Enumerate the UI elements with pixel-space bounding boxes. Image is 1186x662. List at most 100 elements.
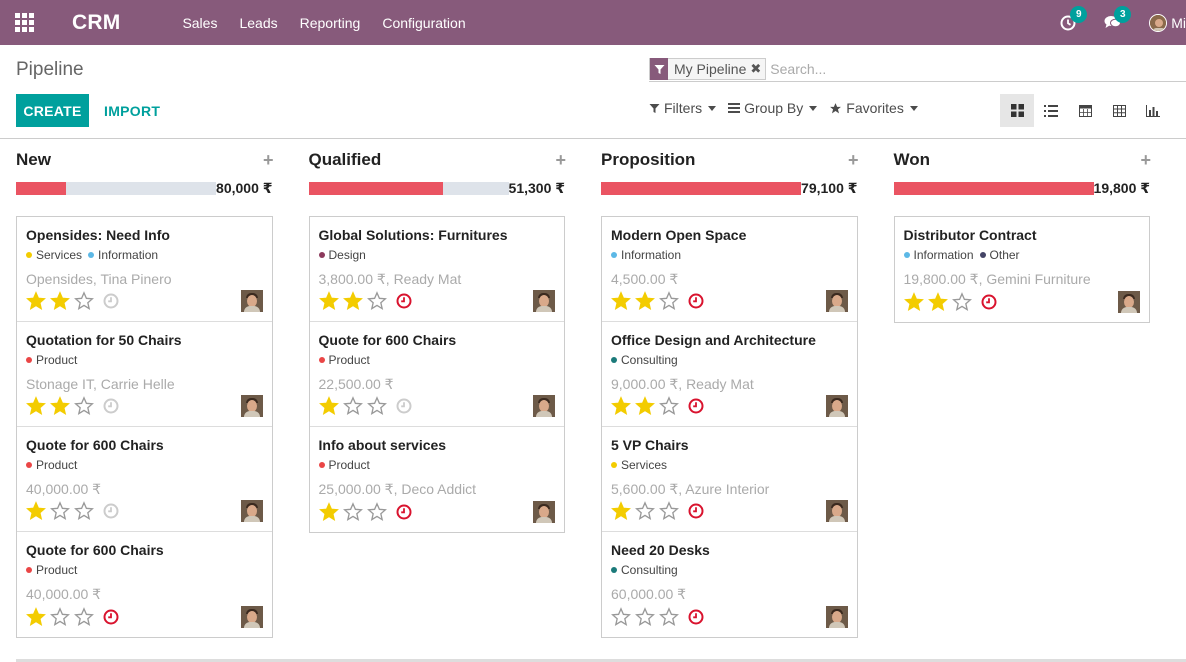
user-menu[interactable]: Mi [1149, 13, 1186, 32]
activity-overdue-clock-icon[interactable] [396, 504, 412, 520]
star-empty-icon[interactable] [366, 291, 387, 311]
kanban-card[interactable]: Quote for 600 Chairs Product 40,000.00 ₹ [17, 427, 272, 532]
star-filled-icon[interactable] [26, 501, 46, 521]
salesperson-avatar[interactable] [825, 500, 848, 522]
salesperson-avatar[interactable] [240, 395, 263, 417]
kanban-card[interactable]: Opensides: Need Info Services Information O… [17, 217, 272, 322]
salesperson-avatar[interactable] [240, 290, 263, 312]
menu-item-reporting[interactable]: Reporting [299, 14, 361, 31]
quick-create-plus-icon[interactable]: + [847, 149, 859, 170]
kanban-view-button[interactable] [1000, 94, 1034, 127]
calendar-view-button[interactable] [1068, 94, 1102, 127]
activity-overdue-clock-icon[interactable] [688, 609, 704, 625]
star-empty-icon[interactable] [74, 396, 94, 416]
star-empty-icon[interactable] [635, 607, 655, 627]
star-empty-icon[interactable] [342, 396, 363, 416]
column-title[interactable]: Won [893, 150, 931, 169]
kanban-card[interactable]: Quotation for 50 Chairs Product Stonage IT… [17, 322, 272, 427]
star-filled-icon[interactable] [611, 291, 631, 311]
star-empty-icon[interactable] [74, 607, 94, 627]
salesperson-avatar[interactable] [240, 500, 263, 522]
activity-overdue-clock-icon[interactable] [688, 503, 704, 519]
quick-create-plus-icon[interactable]: + [1140, 149, 1151, 170]
search-input[interactable] [770, 61, 1071, 77]
star-filled-icon[interactable] [342, 291, 363, 311]
star-filled-icon[interactable] [635, 396, 655, 416]
star-filled-icon[interactable] [318, 502, 339, 522]
kanban-card[interactable]: Need 20 Desks Consulting 60,000.00 ₹ [602, 532, 857, 637]
horizontal-scrollbar[interactable] [16, 659, 1186, 662]
salesperson-avatar[interactable] [533, 501, 555, 523]
graph-view-button[interactable] [1136, 94, 1170, 127]
star-empty-icon[interactable] [659, 607, 679, 627]
star-empty-icon[interactable] [50, 607, 70, 627]
star-filled-icon[interactable] [50, 396, 70, 416]
star-filled-icon[interactable] [26, 607, 46, 627]
remove-facet-icon[interactable]: ✖ [750, 61, 762, 76]
quick-create-plus-icon[interactable]: + [555, 149, 566, 170]
menu-item-configuration[interactable]: Configuration [382, 14, 466, 31]
activity-overdue-clock-icon[interactable] [688, 398, 704, 414]
salesperson-avatar[interactable] [1118, 291, 1140, 313]
create-button[interactable]: CREATE [16, 94, 89, 127]
star-empty-icon[interactable] [366, 502, 387, 522]
star-empty-icon[interactable] [342, 502, 363, 522]
star-empty-icon[interactable] [659, 291, 679, 311]
kanban-card[interactable]: Modern Open Space Information 4,500.00 ₹ [602, 217, 857, 322]
star-empty-icon[interactable] [50, 501, 70, 521]
activity-overdue-clock-icon[interactable] [981, 294, 997, 310]
salesperson-avatar[interactable] [825, 606, 848, 628]
quick-create-plus-icon[interactable]: + [262, 149, 274, 170]
column-progress-bar[interactable] [893, 181, 1094, 195]
star-empty-icon[interactable] [611, 607, 631, 627]
star-empty-icon[interactable] [74, 291, 94, 311]
star-filled-icon[interactable] [635, 291, 655, 311]
activity-clock-icon[interactable] [103, 293, 119, 309]
star-filled-icon[interactable] [903, 292, 924, 312]
kanban-card[interactable]: Office Design and Architecture Consulting… [602, 322, 857, 427]
star-empty-icon[interactable] [659, 396, 679, 416]
salesperson-avatar[interactable] [533, 290, 555, 312]
kanban-card[interactable]: Global Solutions: Furnitures Design 3,800.… [309, 217, 564, 322]
star-empty-icon[interactable] [659, 501, 679, 521]
activity-menu[interactable]: 9 [1060, 5, 1088, 31]
star-filled-icon[interactable] [318, 291, 339, 311]
star-empty-icon[interactable] [366, 396, 387, 416]
kanban-card[interactable]: Distributor Contract Information Other 19,8… [894, 217, 1149, 322]
app-brand[interactable]: CRM [72, 10, 121, 34]
star-filled-icon[interactable] [50, 291, 70, 311]
menu-item-leads[interactable]: Leads [239, 14, 278, 31]
star-empty-icon[interactable] [74, 501, 94, 521]
activity-clock-icon[interactable] [396, 398, 412, 414]
search-facet[interactable]: My Pipeline ✖ [649, 58, 767, 80]
salesperson-avatar[interactable] [825, 395, 848, 417]
star-filled-icon[interactable] [26, 291, 46, 311]
column-progress-bar[interactable] [16, 181, 216, 195]
star-empty-icon[interactable] [951, 292, 972, 312]
activity-overdue-clock-icon[interactable] [396, 293, 412, 309]
messaging-menu[interactable]: 3 [1104, 6, 1132, 30]
salesperson-avatar[interactable] [825, 290, 848, 312]
star-filled-icon[interactable] [318, 396, 339, 416]
kanban-card[interactable]: 5 VP Chairs Services 5,600.00 ₹, Azure Int… [602, 427, 857, 532]
pivot-view-button[interactable] [1102, 94, 1136, 127]
column-progress-bar[interactable] [601, 181, 801, 195]
star-filled-icon[interactable] [611, 396, 631, 416]
star-filled-icon[interactable] [927, 292, 948, 312]
column-title[interactable]: Qualified [308, 150, 382, 169]
apps-menu-icon[interactable] [15, 12, 35, 33]
column-progress-bar[interactable] [308, 181, 509, 195]
kanban-card[interactable]: Info about services Product 25,000.00 ₹, D… [309, 427, 564, 532]
activity-overdue-clock-icon[interactable] [688, 293, 704, 309]
salesperson-avatar[interactable] [533, 395, 555, 417]
import-button[interactable]: IMPORT [104, 94, 160, 127]
column-title[interactable]: Proposition [601, 150, 696, 169]
star-filled-icon[interactable] [611, 501, 631, 521]
star-filled-icon[interactable] [26, 396, 46, 416]
groupby-dropdown[interactable]: Group By [728, 100, 818, 116]
star-empty-icon[interactable] [635, 501, 655, 521]
list-view-button[interactable] [1034, 94, 1068, 127]
activity-clock-icon[interactable] [103, 398, 119, 414]
filters-dropdown[interactable]: Filters [649, 100, 717, 116]
kanban-card[interactable]: Quote for 600 Chairs Product 22,500.00 ₹ [309, 322, 564, 427]
